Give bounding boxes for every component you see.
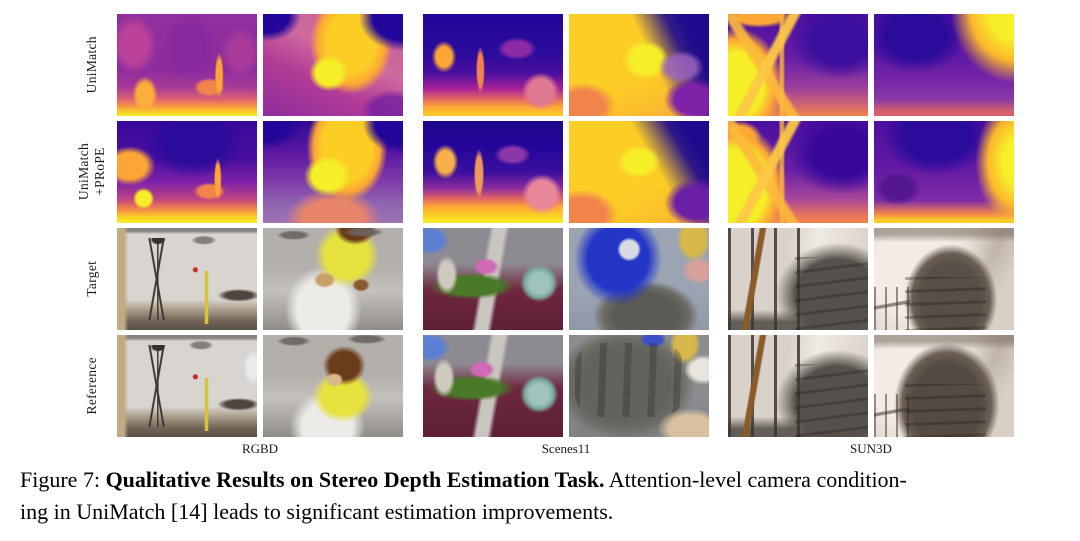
cell-prope-scenes11-depth-1: [423, 121, 563, 223]
cell-target-sun3d-photo-2: [874, 228, 1014, 330]
row-label-target: Target: [70, 228, 114, 330]
cell-target-sun3d-photo-1: [728, 228, 868, 330]
caption-figure-number: Figure 7:: [20, 467, 106, 492]
cell-prope-sun3d-depth-1: [728, 121, 868, 223]
row-label-unimatch: UniMatch: [70, 14, 114, 116]
group-label-rgbd: RGBD: [241, 441, 279, 456]
row-label-text-line1: UniMatch: [76, 143, 92, 201]
cell-unimatch-rgbd-depth-2: [263, 14, 403, 116]
group-label-scenes11: Scenes11: [541, 441, 591, 456]
cell-prope-scenes11-depth-2: [569, 121, 709, 223]
cell-target-scenes11-photo-1: [423, 228, 563, 330]
cell-unimatch-scenes11-depth-1: [423, 14, 563, 116]
row-label-reference: Reference: [70, 335, 114, 437]
caption-text-line2: ing in UniMatch [14] leads to significan…: [20, 499, 614, 525]
row-label-text-line2: +PRoPE: [92, 147, 108, 197]
cell-reference-sun3d-photo-1: [728, 335, 868, 437]
row-label-text: Target: [84, 261, 100, 297]
cell-target-rgbd-photo-1: [117, 228, 257, 330]
cell-reference-scenes11-photo-2: [569, 335, 709, 437]
cell-reference-scenes11-photo-1: [423, 335, 563, 437]
cell-reference-rgbd-photo-2: [263, 335, 403, 437]
figure-caption: Figure 7: Qualitative Results on Stereo …: [20, 464, 1068, 528]
cell-target-rgbd-photo-2: [263, 228, 403, 330]
cell-reference-rgbd-photo-1: [117, 335, 257, 437]
group-label-sun3d: SUN3D: [850, 441, 892, 456]
row-label-text: UniMatch: [84, 36, 100, 94]
cell-prope-sun3d-depth-2: [874, 121, 1014, 223]
cell-reference-sun3d-photo-2: [874, 335, 1014, 437]
cell-unimatch-scenes11-depth-2: [569, 14, 709, 116]
cell-target-scenes11-photo-2: [569, 228, 709, 330]
cell-unimatch-sun3d-depth-2: [874, 14, 1014, 116]
cell-prope-rgbd-depth-2: [263, 121, 403, 223]
caption-bold-title: Qualitative Results on Stereo Depth Esti…: [105, 467, 605, 492]
cell-unimatch-rgbd-depth-1: [117, 14, 257, 116]
figure-7-grid: UniMatch UniMatch +PRoPE Target Referenc…: [70, 14, 1014, 456]
cell-unimatch-sun3d-depth-1: [728, 14, 868, 116]
row-label-unimatch-prope: UniMatch +PRoPE: [70, 121, 114, 223]
cell-prope-rgbd-depth-1: [117, 121, 257, 223]
caption-text-line1: Attention-level camera condition-: [604, 467, 907, 492]
row-label-text: Reference: [84, 357, 100, 415]
